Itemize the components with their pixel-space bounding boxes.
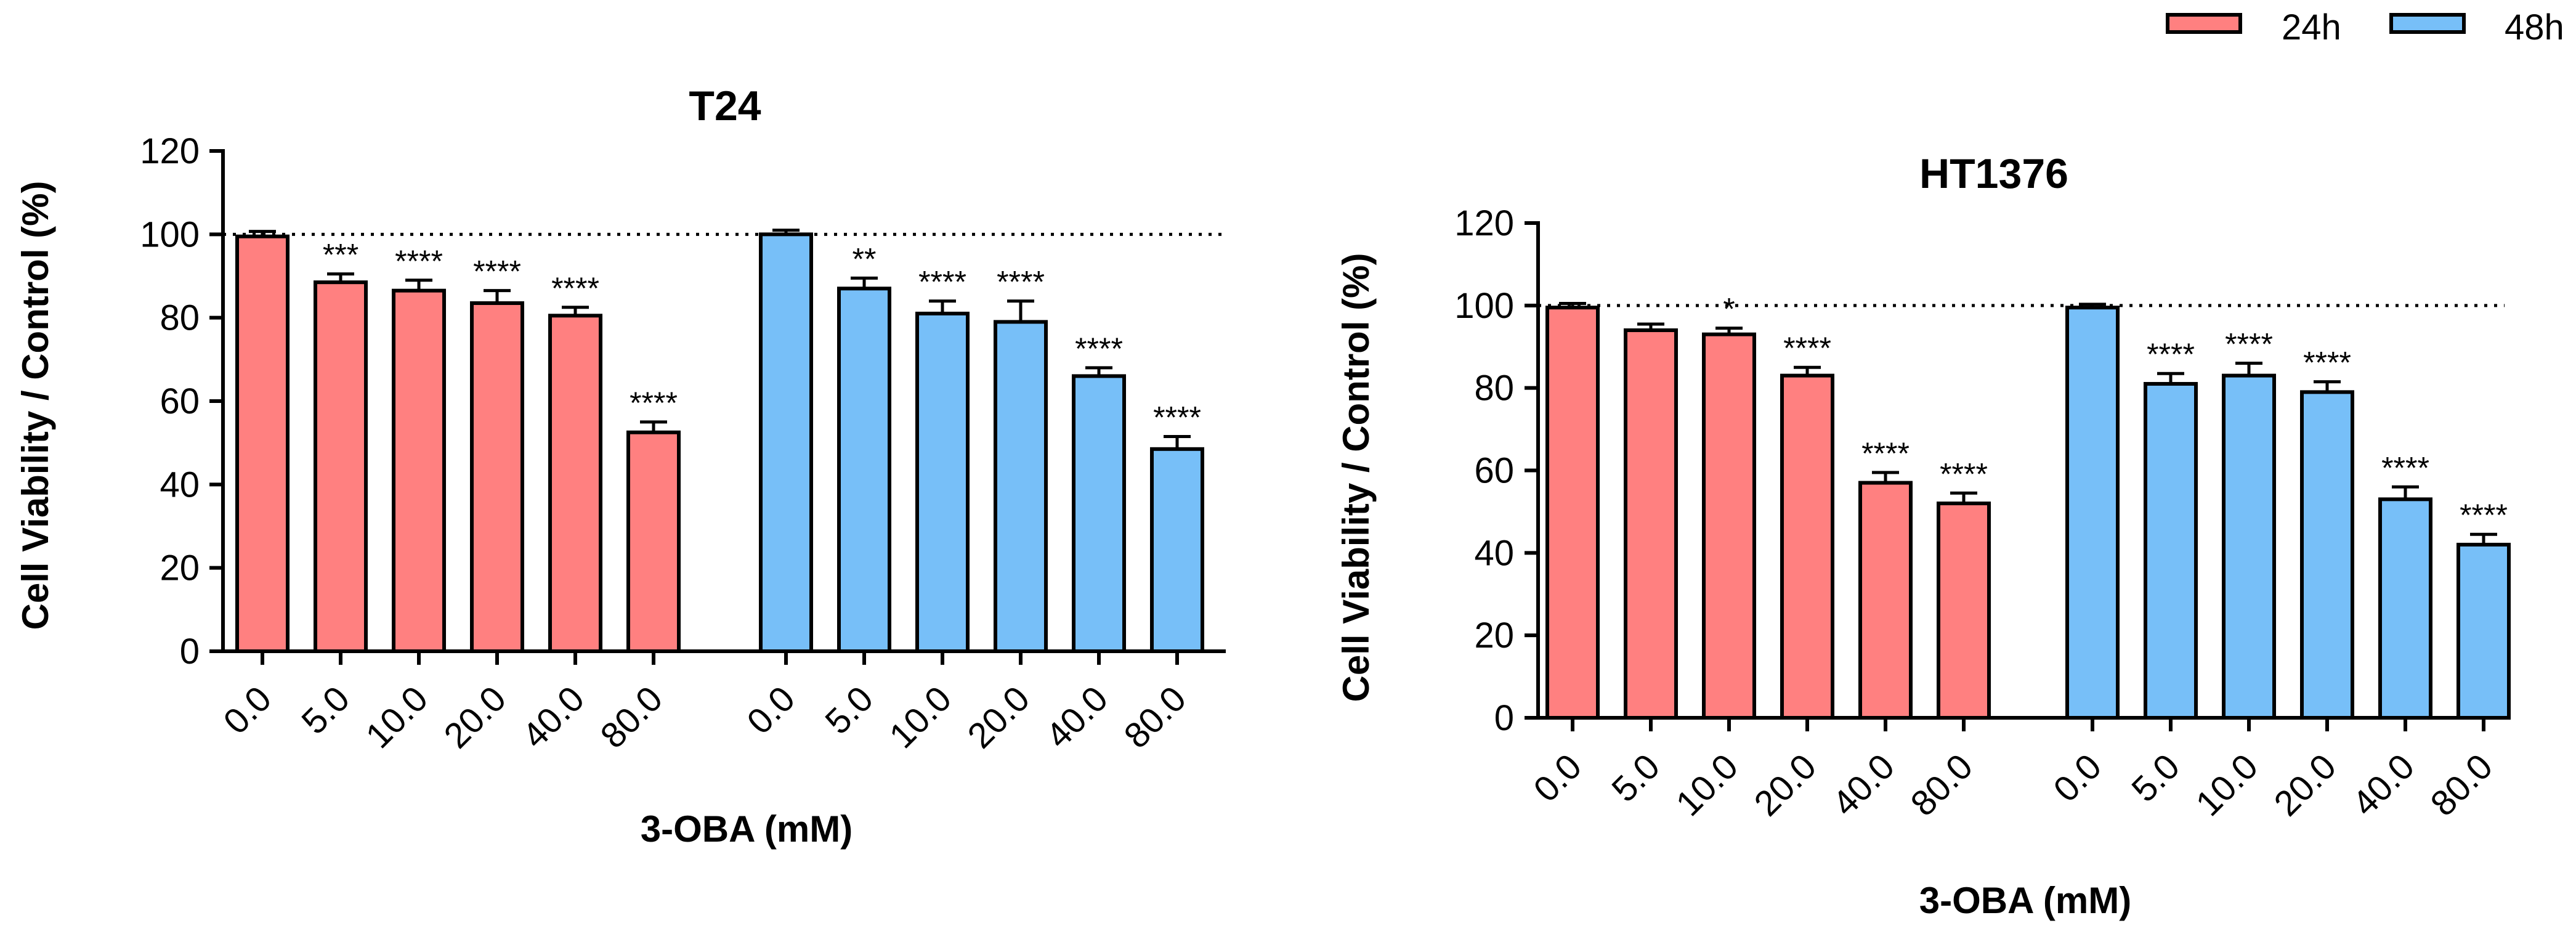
x-tick-label-24h-5.0: 5.0 bbox=[294, 678, 357, 742]
bar-24h-80.0 bbox=[626, 430, 681, 653]
bar-48h-20.0 bbox=[994, 320, 1048, 653]
significance-48h-80.0: **** bbox=[2460, 498, 2508, 532]
x-tick-label-48h-40.0: 40.0 bbox=[2344, 746, 2422, 824]
x-tick-label-48h-20.0: 20.0 bbox=[960, 678, 1037, 756]
x-axis-label-t24: 3-OBA (mM) bbox=[641, 808, 853, 850]
bar-48h-80.0 bbox=[1150, 447, 1204, 653]
x-tick-label-24h-40.0: 40.0 bbox=[514, 678, 592, 756]
y-tick-label-20: 20 bbox=[1474, 616, 1514, 656]
y-tick-label-60: 60 bbox=[1474, 451, 1514, 491]
x-tick-label-48h-10.0: 10.0 bbox=[2188, 746, 2266, 824]
bar-24h-0.0 bbox=[1545, 306, 1600, 720]
x-tick-label-48h-0.0: 0.0 bbox=[2046, 746, 2109, 810]
bar-48h-5.0 bbox=[2144, 381, 2198, 720]
x-tick-label-48h-5.0: 5.0 bbox=[817, 678, 881, 742]
y-tick-label-0: 0 bbox=[1494, 698, 1514, 738]
bar-24h-20.0 bbox=[470, 301, 524, 653]
bar-48h-0.0 bbox=[2065, 306, 2120, 720]
x-tick-label-24h-10.0: 10.0 bbox=[358, 678, 435, 756]
chart-title-t24: T24 bbox=[689, 83, 761, 129]
significance-24h-10.0: **** bbox=[395, 244, 443, 278]
y-tick-label-0: 0 bbox=[180, 632, 200, 672]
y-tick-label-100: 100 bbox=[140, 214, 200, 254]
y-tick-label-80: 80 bbox=[1474, 368, 1514, 408]
x-tick-label-24h-5.0: 5.0 bbox=[1604, 746, 1667, 810]
bar-48h-80.0 bbox=[2457, 542, 2511, 720]
significance-48h-5.0: ** bbox=[853, 242, 877, 276]
y-tick-label-60: 60 bbox=[160, 381, 200, 421]
x-tick-label-24h-80.0: 80.0 bbox=[593, 678, 670, 756]
chart-title-ht1376: HT1376 bbox=[1919, 150, 2068, 197]
chart-t24: T24 Cell Viability / Control (%) 3-OBA (… bbox=[15, 83, 1226, 850]
significance-48h-10.0: **** bbox=[918, 265, 966, 299]
bar-24h-20.0 bbox=[1780, 373, 1834, 720]
y-tick-label-20: 20 bbox=[160, 548, 200, 588]
bar-24h-5.0 bbox=[1624, 328, 1678, 720]
y-tick-label-80: 80 bbox=[160, 298, 200, 338]
x-tick-label-48h-40.0: 40.0 bbox=[1038, 678, 1116, 756]
x-tick-label-48h-80.0: 80.0 bbox=[1116, 678, 1194, 756]
x-tick-label-24h-20.0: 20.0 bbox=[436, 678, 514, 756]
chart-ht1376: HT1376 Cell Viability / Control (%) 3-OB… bbox=[1335, 150, 2511, 921]
y-tick-label-120: 120 bbox=[140, 131, 200, 171]
significance-24h-20.0: **** bbox=[473, 254, 521, 289]
y-tick-label-40: 40 bbox=[160, 465, 200, 505]
bar-48h-0.0 bbox=[759, 232, 813, 654]
bar-48h-5.0 bbox=[837, 287, 891, 653]
x-tick-label-48h-5.0: 5.0 bbox=[2124, 746, 2187, 810]
legend: 24h 48h bbox=[2166, 7, 2564, 47]
bar-24h-40.0 bbox=[1858, 481, 1913, 720]
x-tick-label-48h-20.0: 20.0 bbox=[2266, 746, 2344, 824]
significance-48h-40.0: **** bbox=[1075, 331, 1123, 366]
bar-24h-40.0 bbox=[548, 314, 602, 653]
x-tick-label-24h-0.0: 0.0 bbox=[1526, 746, 1589, 810]
significance-24h-80.0: **** bbox=[630, 386, 678, 420]
x-axis-label-ht1376: 3-OBA (mM) bbox=[1919, 880, 2131, 921]
x-tick-label-48h-10.0: 10.0 bbox=[881, 678, 959, 756]
significance-48h-80.0: **** bbox=[1153, 400, 1201, 435]
x-tick-label-24h-10.0: 10.0 bbox=[1668, 746, 1746, 824]
x-tick-label-48h-0.0: 0.0 bbox=[739, 678, 803, 742]
significance-48h-20.0: **** bbox=[2303, 346, 2351, 380]
x-tick-label-24h-80.0: 80.0 bbox=[1903, 746, 1980, 824]
y-tick-label-40: 40 bbox=[1474, 533, 1514, 573]
significance-48h-40.0: **** bbox=[2381, 450, 2429, 485]
y-tick-label-120: 120 bbox=[1454, 203, 1514, 243]
bar-24h-10.0 bbox=[1702, 332, 1756, 720]
bar-48h-20.0 bbox=[2300, 390, 2354, 720]
significance-48h-20.0: **** bbox=[997, 265, 1045, 299]
y-tick-label-100: 100 bbox=[1454, 286, 1514, 326]
significance-24h-10.0: * bbox=[1723, 292, 1735, 327]
bar-24h-80.0 bbox=[1937, 502, 1991, 720]
y-axis-label-t24: Cell Viability / Control (%) bbox=[15, 181, 56, 630]
legend-swatch-48h bbox=[2389, 13, 2466, 34]
bar-48h-40.0 bbox=[1072, 374, 1126, 654]
y-axis-label-ht1376: Cell Viability / Control (%) bbox=[1335, 253, 1377, 702]
legend-label-48h: 48h bbox=[2505, 7, 2564, 47]
significance-24h-40.0: **** bbox=[551, 271, 599, 306]
bar-48h-10.0 bbox=[2222, 373, 2276, 720]
significance-48h-5.0: **** bbox=[2147, 337, 2195, 372]
bar-24h-5.0 bbox=[314, 280, 368, 653]
x-tick-label-24h-40.0: 40.0 bbox=[1825, 746, 1902, 824]
significance-48h-10.0: **** bbox=[2225, 327, 2273, 362]
bar-24h-10.0 bbox=[392, 288, 446, 653]
bar-48h-40.0 bbox=[2378, 497, 2432, 720]
significance-24h-80.0: **** bbox=[1940, 457, 1988, 491]
bar-48h-10.0 bbox=[915, 311, 970, 653]
x-tick-label-24h-0.0: 0.0 bbox=[216, 678, 279, 742]
legend-label-24h: 24h bbox=[2282, 7, 2341, 47]
significance-24h-40.0: **** bbox=[1861, 436, 1910, 471]
bar-24h-0.0 bbox=[235, 234, 290, 653]
x-tick-label-24h-20.0: 20.0 bbox=[1746, 746, 1824, 824]
x-tick-label-48h-80.0: 80.0 bbox=[2423, 746, 2500, 824]
significance-24h-5.0: *** bbox=[323, 238, 358, 272]
significance-24h-20.0: **** bbox=[1783, 331, 1831, 365]
legend-swatch-24h bbox=[2166, 13, 2242, 34]
